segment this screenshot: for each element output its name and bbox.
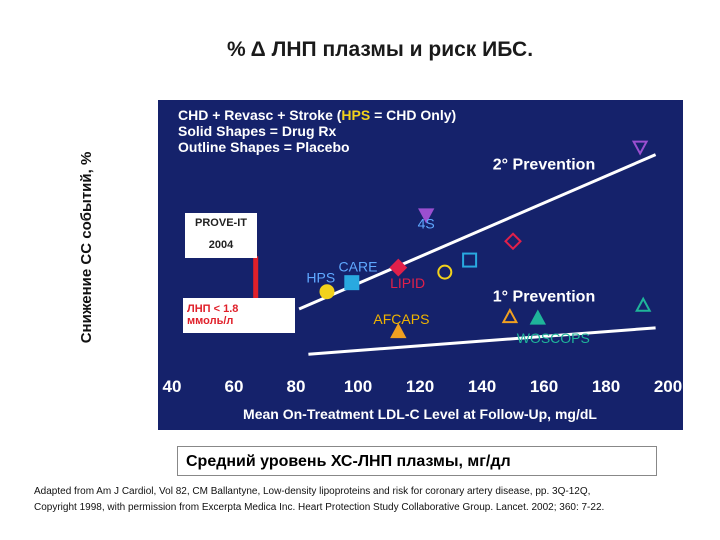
prove-it-year: 2004 (208, 239, 234, 251)
x-tick-label: 40 (163, 377, 182, 396)
x-tick-label: 160 (530, 377, 558, 396)
point-care-drug (344, 275, 360, 291)
y-tick-label: 10 (138, 274, 157, 293)
y-tick-label: 25 (138, 161, 157, 180)
trend-line-1 (308, 326, 656, 356)
point-4s-placebo (631, 140, 649, 156)
y-tick-label: 15 (138, 236, 157, 255)
point-afcaps-drug (390, 323, 407, 339)
study-label: 4S (418, 215, 435, 231)
study-label: LIPID (390, 275, 425, 291)
chart-panel (158, 100, 683, 430)
x-tick-label: 200 (654, 377, 682, 396)
point-hps-drug (319, 284, 335, 300)
study-label: WOSCOPS (517, 330, 590, 346)
point-lipid-drug (389, 258, 408, 277)
study-label: AFCAPS (373, 311, 429, 327)
x-tick-label: 140 (468, 377, 496, 396)
x-tick-label: 100 (344, 377, 372, 396)
study-label: CARE (339, 258, 378, 274)
ldl-target-line2: ммоль/л (187, 315, 234, 327)
citation-line-1: Adapted from Am J Cardiol, Vol 82, CM Ba… (34, 486, 591, 497)
study-label: HPS (306, 270, 335, 286)
prove-it-label: PROVE-IT (195, 217, 247, 229)
y-tick-label: 30 (138, 123, 157, 142)
point-afcaps-placebo (501, 307, 519, 324)
point-woscops-drug (529, 309, 546, 325)
point-hps-placebo (437, 264, 453, 280)
prove-it-callout: PROVE-IT 2004 (185, 213, 257, 258)
ldl-target-line1: ЛНП < 1.8 (187, 303, 239, 315)
legend-line-0: CHD + Revasc + Stroke (HPS = CHD Only) (178, 107, 456, 123)
y-tick-label: 5 (148, 311, 157, 330)
x-tick-label: 120 (406, 377, 434, 396)
legend-line-1: Solid Shapes = Drug Rx (178, 123, 337, 139)
y-tick-label: 20 (138, 198, 157, 217)
point-lipid-placebo (504, 232, 522, 251)
x-tick-label: 60 (225, 377, 244, 396)
ldl-target-callout: ЛНП < 1.8 ммоль/л (183, 298, 295, 333)
y-tick-label: 0 (148, 349, 157, 368)
x-axis-title: Mean On-Treatment LDL-C Level at Follow-… (243, 406, 597, 422)
x-tick-label: 80 (287, 377, 306, 396)
point-care-placebo (462, 252, 478, 268)
outer-x-axis-label: Средний уровень ХС-ЛНП плазмы, мг/дл (177, 446, 657, 476)
legend-line-2: Outline Shapes = Placebo (178, 139, 350, 155)
study-label: 1° Prevention (493, 289, 595, 306)
point-woscops-placebo (635, 296, 652, 312)
slide-title: % Δ ЛНП плазмы и риск ИБС. (226, 38, 534, 61)
study-label: 2° Prevention (493, 157, 595, 174)
point-4s-drug (418, 208, 435, 224)
x-tick-label: 180 (592, 377, 620, 396)
citation-line-2: Copyright 1998, with permission from Exc… (34, 502, 605, 513)
